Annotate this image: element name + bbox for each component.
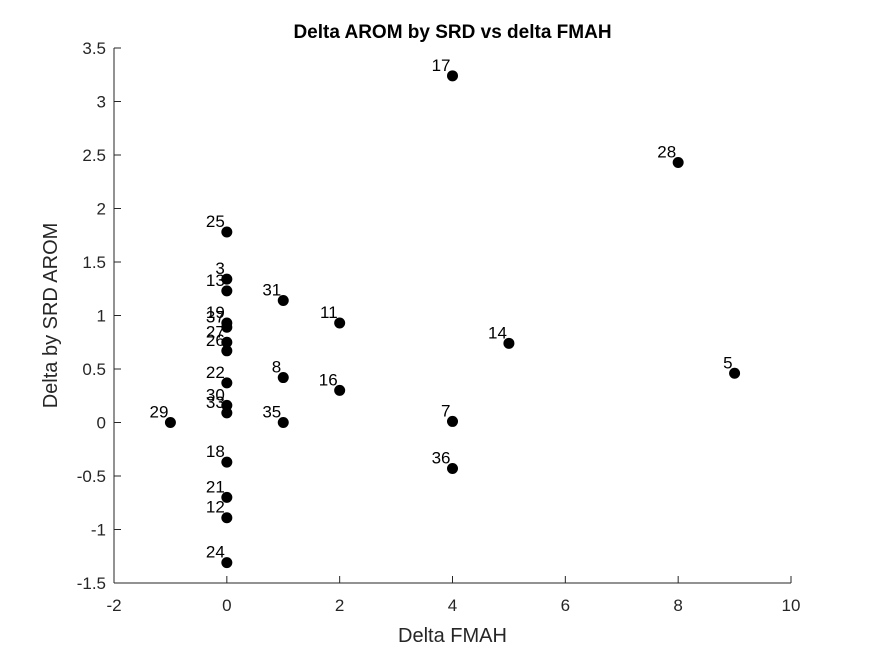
- data-point: [277, 295, 289, 307]
- data-point: [221, 491, 233, 503]
- x-tick-label: 4: [448, 596, 457, 615]
- data-point: [221, 336, 233, 348]
- y-tick-label: 3.5: [82, 39, 106, 58]
- y-tick-label: 2.5: [82, 146, 106, 165]
- data-point-label: 35: [262, 403, 281, 422]
- data-point: [221, 557, 233, 569]
- data-point: [221, 226, 233, 238]
- y-tick-label: 0.5: [82, 360, 106, 379]
- data-point: [277, 372, 289, 384]
- data-point-label: 28: [657, 142, 676, 161]
- y-tick-label: -0.5: [77, 467, 106, 486]
- data-point: [334, 384, 346, 396]
- data-point: [447, 463, 458, 475]
- x-tick-label: 8: [673, 596, 682, 615]
- axes: -2 0 2 4 6 8 103.532.521.510.50-0.5-1-1.5: [77, 39, 801, 615]
- data-point-label: 36: [432, 449, 451, 468]
- data-point-label: 17: [432, 56, 451, 75]
- data-point: [221, 407, 233, 419]
- data-point-label: 29: [149, 403, 168, 422]
- data-point-label: 26: [206, 331, 225, 350]
- data-point: [221, 512, 233, 524]
- x-tick-label: 2: [335, 596, 344, 615]
- y-tick-label: -1.5: [77, 574, 106, 593]
- data-point-label: 16: [319, 370, 338, 389]
- data-point-label: 18: [206, 442, 225, 461]
- x-axis-label: Delta FMAH: [398, 625, 507, 647]
- x-tick-label: 6: [561, 596, 570, 615]
- data-point: [221, 456, 233, 468]
- data-point-label: 33: [206, 393, 225, 412]
- data-point-label: 13: [206, 271, 225, 290]
- data-point-label: 3: [215, 259, 224, 278]
- data-point-label: 5: [723, 353, 732, 372]
- data-point-label: 24: [206, 543, 225, 562]
- data-point-label: 19: [206, 303, 225, 322]
- data-point-label: 8: [272, 358, 281, 377]
- data-point: [221, 321, 233, 333]
- chart-title: Delta AROM by SRD vs delta FMAH: [293, 22, 611, 43]
- y-tick-label: 1: [97, 307, 106, 326]
- y-tick-label: -1: [91, 521, 106, 540]
- data-point: [221, 273, 233, 285]
- y-tick-label: 1.5: [82, 253, 106, 272]
- data-point: [334, 317, 346, 329]
- data-point: [447, 70, 458, 82]
- data-point-label: 12: [206, 498, 225, 517]
- data-point-label: 27: [206, 322, 225, 341]
- y-tick-label: 3: [97, 93, 106, 112]
- data-point-label: 37: [206, 307, 225, 326]
- data-point-label: 30: [206, 385, 225, 404]
- data-point-label: 7: [441, 401, 450, 420]
- data-point: [672, 156, 684, 168]
- data-point: [447, 415, 458, 427]
- data-point: [729, 367, 741, 379]
- x-tick-label: 10: [782, 596, 801, 615]
- x-tick-label: -2: [106, 596, 121, 615]
- data-point: [503, 337, 515, 349]
- data-point: [221, 345, 233, 357]
- data-point: [221, 377, 233, 389]
- y-tick-label: 0: [97, 414, 106, 433]
- data-point-label: 11: [320, 303, 338, 322]
- y-tick-label: 2: [97, 200, 106, 219]
- x-tick-label: 0: [222, 596, 231, 615]
- data-point-label: 22: [206, 363, 225, 382]
- y-axis-label: Delta by SRD AROM: [40, 223, 62, 409]
- data-point: [164, 417, 176, 428]
- data-point-label: 31: [262, 281, 281, 300]
- data-point: [221, 285, 233, 297]
- data-point-label: 25: [206, 212, 225, 231]
- data-point-label: 14: [488, 323, 507, 342]
- data-point-label: 21: [206, 477, 225, 496]
- data-point: [277, 417, 289, 428]
